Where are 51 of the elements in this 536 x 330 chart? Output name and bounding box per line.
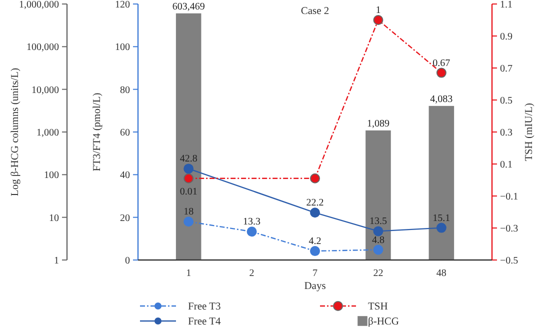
y-tick-label: 120 xyxy=(115,0,130,10)
data-label: 4.2 xyxy=(308,236,322,248)
y2-tick-label: 0.9 xyxy=(500,32,512,42)
x-tick-label: 2 xyxy=(249,268,254,279)
y-tick-label: 40 xyxy=(120,170,130,182)
y-tick-label: 20 xyxy=(120,212,130,224)
x-tick-label: 48 xyxy=(436,268,446,279)
y2-tick-label: 0.5 xyxy=(500,96,512,106)
data-label: 18 xyxy=(184,206,194,218)
x-axis-title: Days xyxy=(304,281,326,292)
y2-tick-label: −0.5 xyxy=(500,256,518,266)
y3-axis-title: Log β-HCG columns (units/L) xyxy=(10,67,21,196)
y3-tick-label: 1,000,000 xyxy=(19,0,59,10)
y2-tick-label: −0.1 xyxy=(500,192,518,202)
data-label: 22.2 xyxy=(306,198,324,209)
y-tick-label: 60 xyxy=(120,128,130,138)
data-label: 0.01 xyxy=(180,186,198,198)
y3-tick-label: 100,000 xyxy=(26,42,59,54)
y2-tick-label: 0.1 xyxy=(500,160,512,170)
y-tick-label: 80 xyxy=(120,84,130,96)
x-tick-label: 1 xyxy=(186,268,192,279)
y3-tick-label: 1 xyxy=(54,256,59,266)
data-label: 1 xyxy=(376,5,381,16)
legend-label: TSH xyxy=(368,302,388,313)
y2-tick-label: 0.7 xyxy=(500,64,512,74)
y3-tick-label: 10,000 xyxy=(32,84,59,96)
y2-tick-label: −0.3 xyxy=(500,224,518,234)
legend-label: Free T4 xyxy=(188,316,222,328)
y-axis-title: FT3/FT4 (pmol/L) xyxy=(92,92,103,172)
x-tick-label: 22 xyxy=(373,268,384,279)
y2-axis-title: TSH (mIU/L) xyxy=(524,102,535,162)
x-tick-label: 7 xyxy=(312,268,318,279)
y-tick-label: 100 xyxy=(115,42,130,54)
y2-tick-label: 1.1 xyxy=(500,0,512,10)
y2-tick-label: 0.3 xyxy=(500,128,512,138)
data-label: 0.67 xyxy=(432,58,450,69)
chart-title: Case 2 xyxy=(300,6,330,17)
data-label: 1,089 xyxy=(366,118,390,130)
data-label: 13.5 xyxy=(369,216,387,228)
data-label: 42.8 xyxy=(180,154,198,165)
legend-label: Free T3 xyxy=(188,302,221,313)
data-label: 15.1 xyxy=(432,212,450,224)
y3-tick-label: 1,000 xyxy=(36,128,59,138)
y3-tick-label: 10 xyxy=(49,212,59,224)
y-tick-label: 0 xyxy=(125,256,130,266)
y3-tick-label: 100 xyxy=(44,170,59,182)
data-label: 13.3 xyxy=(243,216,261,228)
data-label: 603,469 xyxy=(172,1,205,12)
legend-label: β-HCG xyxy=(368,316,400,328)
data-label: 4.8 xyxy=(372,234,384,246)
data-label: 4,083 xyxy=(430,94,453,105)
